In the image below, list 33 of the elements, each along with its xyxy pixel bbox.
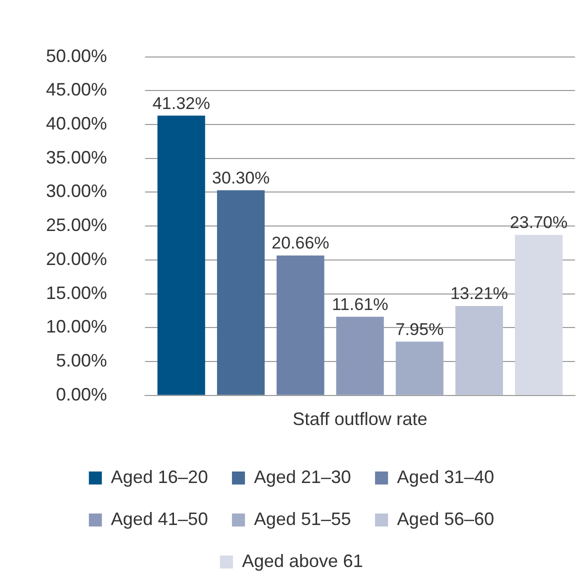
- legend-label: Aged 56–60: [397, 508, 494, 529]
- y-tick-label: 25.00%: [46, 215, 108, 236]
- y-tick-label: 35.00%: [46, 147, 108, 168]
- bar: [336, 316, 384, 395]
- data-label: 20.66%: [272, 234, 330, 253]
- y-tick-label: 50.00%: [46, 46, 108, 66]
- data-label: 41.32%: [152, 94, 210, 113]
- legend-label: Aged 41–50: [110, 508, 208, 529]
- bar: [396, 342, 444, 395]
- y-tick-label: 10.00%: [46, 316, 108, 337]
- data-label: 11.61%: [332, 294, 388, 314]
- y-tick-label: 30.00%: [46, 181, 108, 202]
- data-label: 23.70%: [510, 213, 568, 232]
- bar: [276, 255, 324, 395]
- bar: [157, 116, 206, 395]
- y-tick-label: 45.00%: [46, 80, 108, 100]
- data-label: 13.21%: [450, 284, 508, 304]
- bar: [217, 190, 265, 395]
- y-tick-label: 15.00%: [46, 282, 108, 303]
- legend-label: Aged 31–40: [397, 466, 494, 487]
- data-label: 30.30%: [212, 168, 270, 188]
- y-tick-label: 0.00%: [56, 384, 108, 404]
- y-tick-label: 20.00%: [46, 248, 108, 269]
- y-tick-label: 5.00%: [56, 350, 108, 371]
- legend-label: Aged above 61: [242, 550, 364, 571]
- legend-label: Aged 16–20: [110, 466, 208, 487]
- data-label: 7.95%: [396, 320, 444, 339]
- legend-label: Aged 51–55: [254, 508, 352, 529]
- y-tick-label: 40.00%: [46, 113, 108, 134]
- bar: [455, 306, 504, 395]
- legend-label: Aged 21–30: [254, 466, 352, 487]
- bar: [514, 234, 563, 395]
- x-tick-label: Staff outflow rate: [292, 409, 428, 430]
